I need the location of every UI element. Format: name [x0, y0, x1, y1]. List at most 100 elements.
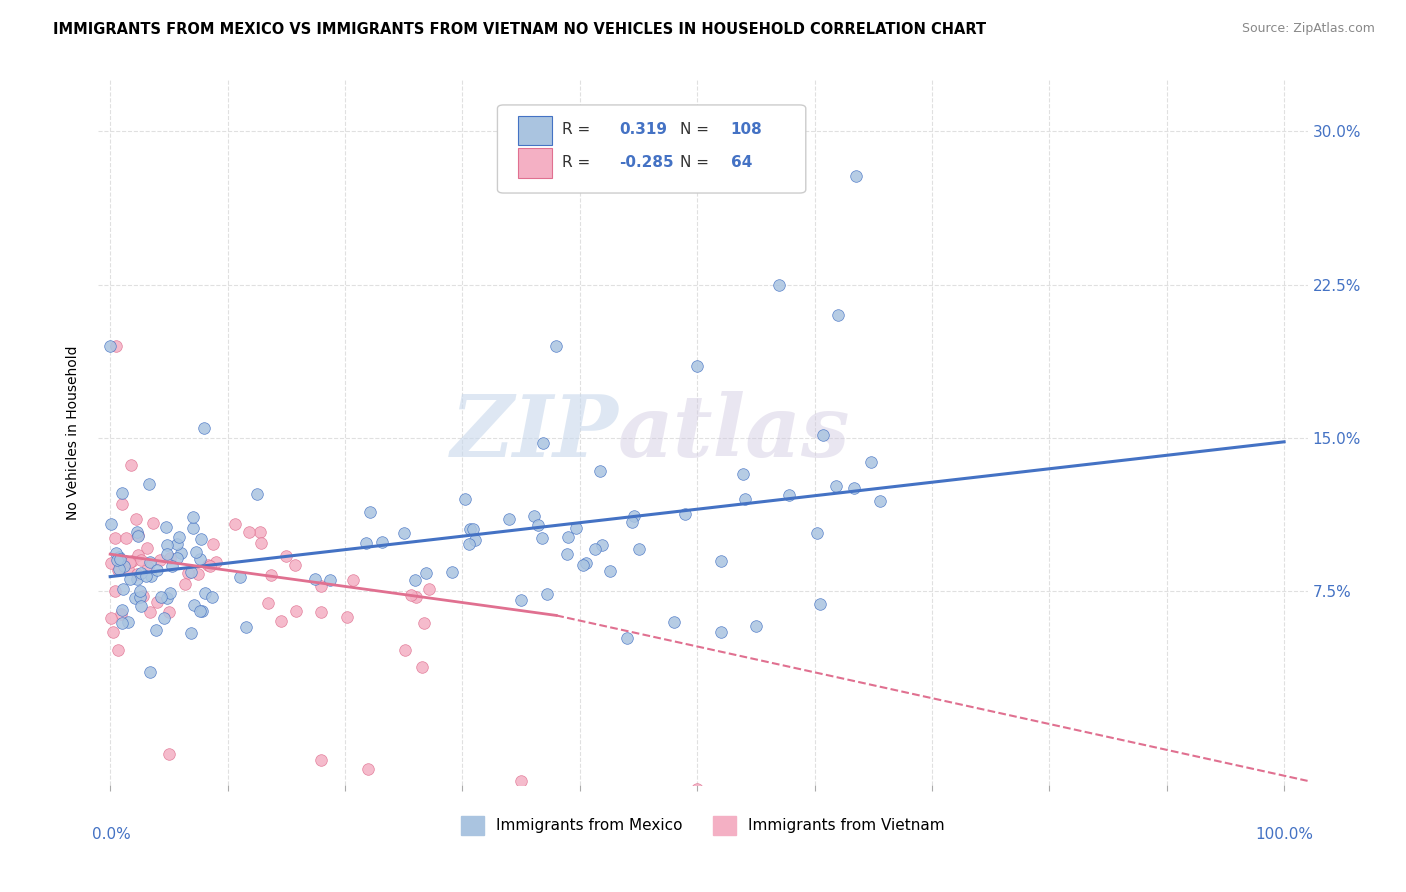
- Point: [811, 428, 834, 442]
- Point: [105, 546, 128, 560]
- Point: [159, 586, 181, 600]
- Point: [589, 464, 612, 478]
- Point: [105, 553, 128, 567]
- Point: [441, 565, 464, 579]
- Point: [404, 573, 426, 587]
- Point: [162, 558, 184, 573]
- Point: [311, 579, 333, 593]
- Point: [127, 529, 149, 543]
- Point: [257, 597, 280, 611]
- Point: [174, 577, 197, 591]
- Point: [128, 590, 150, 604]
- Point: [127, 528, 149, 542]
- Point: [117, 615, 139, 630]
- Point: [135, 569, 157, 583]
- Point: [131, 566, 153, 580]
- Point: [557, 530, 579, 544]
- Point: [111, 557, 134, 571]
- Point: [591, 538, 613, 552]
- FancyBboxPatch shape: [498, 105, 806, 193]
- Point: [139, 665, 162, 679]
- Point: [166, 551, 188, 566]
- Point: [104, 584, 127, 599]
- Point: [405, 590, 427, 604]
- Text: -0.285: -0.285: [620, 154, 675, 169]
- Point: [686, 359, 709, 374]
- Point: [166, 537, 188, 551]
- Point: [124, 512, 146, 526]
- Point: [546, 339, 568, 353]
- Point: [108, 562, 131, 576]
- Point: [148, 552, 170, 566]
- Y-axis label: No Vehicles in Household: No Vehicles in Household: [66, 345, 80, 520]
- Point: [734, 491, 756, 506]
- Point: [157, 606, 180, 620]
- Point: [152, 611, 174, 625]
- Point: [270, 614, 292, 628]
- Point: [191, 604, 214, 618]
- Point: [555, 547, 578, 561]
- Point: [686, 782, 709, 797]
- Text: R =: R =: [561, 154, 595, 169]
- Point: [180, 626, 202, 640]
- Text: IMMIGRANTS FROM MEXICO VS IMMIGRANTS FROM VIETNAM NO VEHICLES IN HOUSEHOLD CORRE: IMMIGRANTS FROM MEXICO VS IMMIGRANTS FRO…: [53, 22, 987, 37]
- Point: [142, 516, 165, 531]
- Point: [190, 532, 212, 546]
- Point: [662, 615, 685, 629]
- Point: [572, 558, 595, 572]
- Point: [193, 420, 215, 434]
- Point: [176, 566, 198, 581]
- Point: [155, 591, 177, 605]
- Point: [623, 509, 645, 524]
- Point: [260, 568, 283, 582]
- Point: [527, 518, 550, 533]
- Point: [108, 549, 131, 564]
- Point: [128, 548, 150, 562]
- Point: [98, 339, 121, 353]
- Point: [111, 486, 134, 500]
- Point: [311, 605, 333, 619]
- Point: [224, 517, 246, 532]
- Point: [284, 604, 307, 618]
- Point: [186, 544, 208, 558]
- Point: [132, 590, 155, 604]
- Point: [200, 559, 222, 574]
- Point: [125, 525, 148, 540]
- Point: [498, 512, 520, 526]
- Point: [129, 553, 152, 567]
- Point: [159, 551, 181, 566]
- Point: [100, 611, 122, 625]
- Point: [246, 487, 269, 501]
- Point: [128, 584, 150, 599]
- Point: [114, 531, 136, 545]
- Point: [125, 567, 148, 582]
- Point: [110, 607, 132, 622]
- Point: [616, 631, 638, 645]
- Point: [145, 563, 167, 577]
- Point: [869, 493, 891, 508]
- Point: [536, 587, 558, 601]
- Point: [411, 660, 433, 674]
- Point: [284, 558, 307, 573]
- Text: atlas: atlas: [619, 391, 851, 475]
- Point: [235, 620, 257, 634]
- Text: 0.0%: 0.0%: [93, 827, 131, 842]
- Point: [354, 536, 377, 550]
- Point: [139, 568, 162, 582]
- Point: [523, 508, 546, 523]
- Point: [107, 563, 129, 577]
- Point: [745, 618, 768, 632]
- Text: ZIP: ZIP: [450, 391, 619, 475]
- Point: [238, 524, 260, 539]
- Point: [201, 591, 224, 605]
- Point: [197, 558, 219, 572]
- Point: [510, 773, 533, 788]
- Point: [458, 523, 481, 537]
- Point: [111, 615, 134, 630]
- Point: [193, 586, 215, 600]
- Point: [531, 435, 554, 450]
- Point: [464, 533, 486, 547]
- Point: [229, 570, 252, 584]
- Point: [824, 479, 846, 493]
- Text: 100.0%: 100.0%: [1256, 827, 1313, 842]
